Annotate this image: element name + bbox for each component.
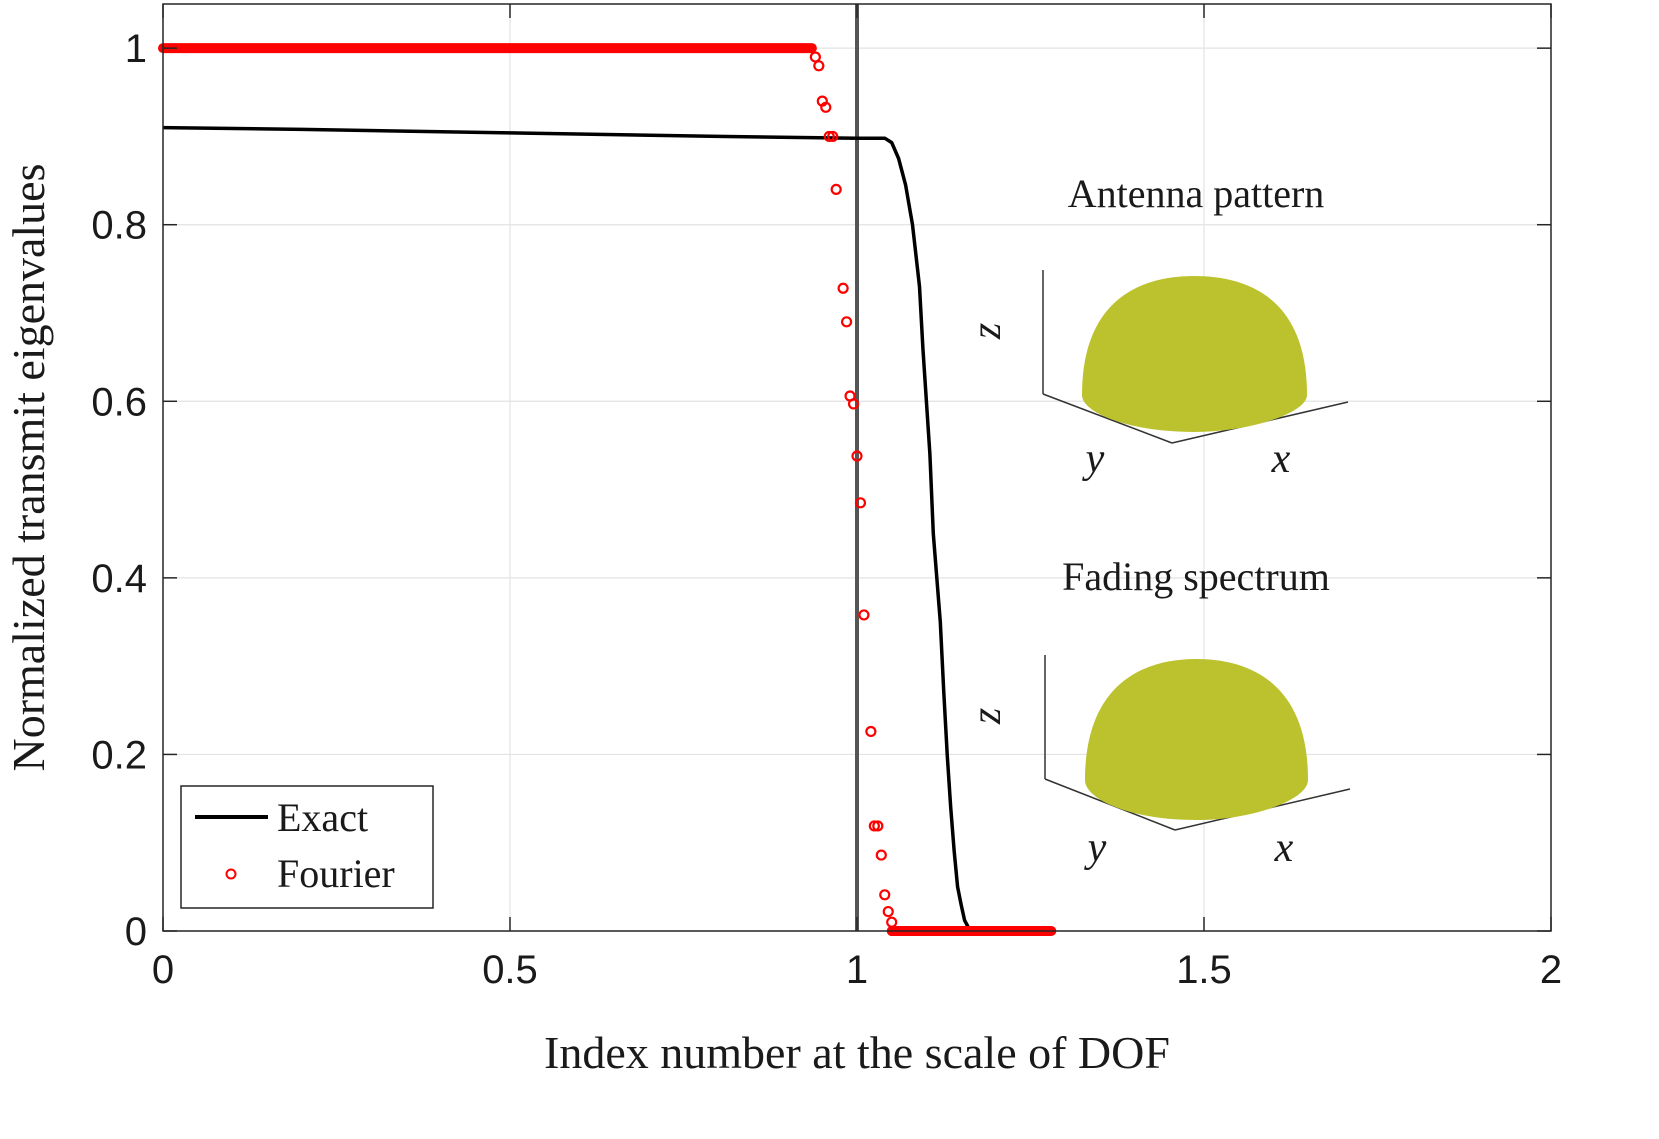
fourier-point [868,820,880,832]
fourier-point [854,497,867,509]
inset-y-label: y [1084,825,1107,871]
fourier-point [865,725,877,738]
x-axis-label: Index number at the scale of DOF [544,1027,1170,1078]
x-tick-label: 0.5 [482,948,538,992]
inset-layer: Antenna pattern z y x Fading spectrum z … [964,171,1351,871]
inset-hemisphere [1082,276,1307,432]
legend-box [180,785,434,909]
legend-label-fourier: Fourier [277,851,395,896]
inset-fading-spectrum: Fading spectrum z y x [964,554,1351,871]
fourier-point [837,282,849,294]
inset-hemisphere [1085,659,1308,820]
y-tick-label: 0 [125,910,147,954]
inset-y-label: y [1082,436,1105,482]
fourier-point [823,130,835,143]
y-tick-label: 1 [125,27,147,71]
tick-layer: 0 0.5 1 1.5 2 0 0.2 0.4 0.6 0.8 1 [91,4,1562,992]
fourier-point [875,849,887,861]
legend: Exact Fourier [180,785,434,909]
fourier-point [830,183,842,195]
fourier-point [882,905,894,918]
inset-x-label: x [1271,436,1291,482]
legend-swatch-fourier [225,868,237,880]
y-tick-label: 0.8 [91,204,147,248]
x-tick-label: 0 [152,948,174,992]
fourier-point [847,398,860,410]
fourier-point [840,316,853,328]
fourier-point [872,820,884,832]
legend-label-exact: Exact [277,795,368,840]
fourier-point [858,609,870,621]
y-tick-label: 0.2 [91,733,147,777]
inset-x-label: x [1274,825,1294,871]
inset-title: Fading spectrum [1062,554,1330,599]
inset-y-axis [1042,393,1173,444]
inset-antenna-pattern: Antenna pattern z y x [964,171,1349,482]
x-tick-label: 1.5 [1176,948,1232,992]
inset-z-label: z [964,323,1010,340]
fourier-point [809,51,821,63]
x-tick-label: 2 [1540,948,1562,992]
x-tick-label: 1 [846,948,868,992]
fourier-point [886,916,898,928]
fourier-point [820,101,832,113]
fourier-point [851,450,863,462]
inset-z-label: z [964,708,1010,725]
fourier-point [813,60,825,72]
y-tick-label: 0.4 [91,557,147,601]
y-axis-label: Normalized transmit eigenvalues [3,163,54,771]
fourier-point [827,130,839,143]
fourier-point [879,889,891,901]
y-tick-label: 0.6 [91,380,147,424]
inset-title: Antenna pattern [1068,171,1325,216]
